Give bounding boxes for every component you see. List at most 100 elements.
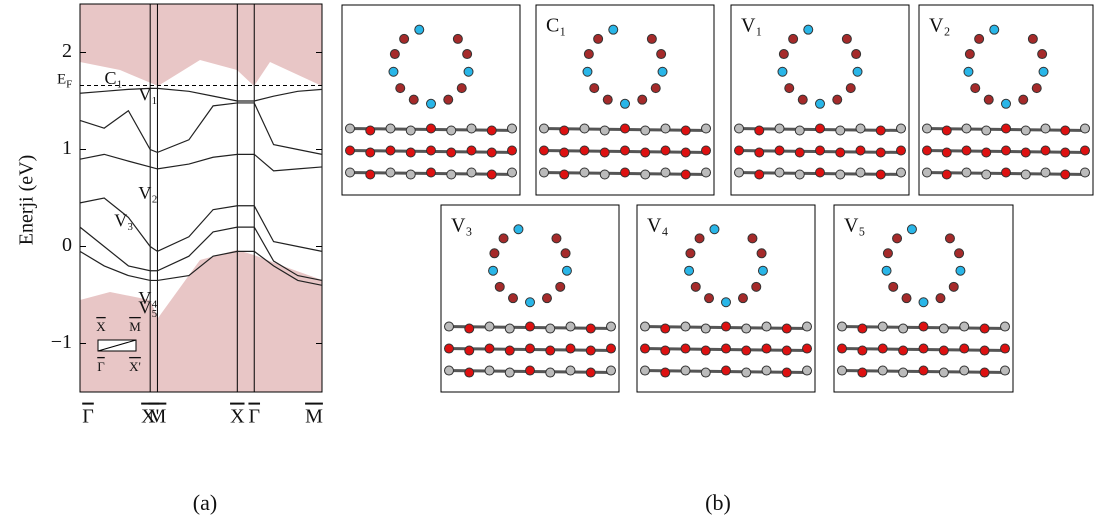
atom: [487, 170, 496, 179]
atom: [1061, 126, 1070, 135]
atom: [942, 126, 951, 135]
atom: [856, 168, 865, 177]
atom: [702, 168, 711, 177]
atom: [907, 225, 916, 234]
atom: [1021, 148, 1030, 157]
atom: [1039, 67, 1048, 76]
atom: [621, 146, 630, 155]
atom: [427, 99, 436, 108]
fermi-label: EF: [57, 72, 72, 90]
atom: [1081, 168, 1090, 177]
atom: [560, 148, 569, 157]
atom: [897, 146, 906, 155]
atom: [804, 25, 813, 34]
atom: [447, 170, 456, 179]
panel-label: V₅: [844, 215, 865, 237]
atom: [556, 282, 565, 291]
atom: [778, 67, 787, 76]
x-tick-label: Γ: [82, 406, 94, 428]
atom: [980, 346, 989, 355]
inset-label: Γ: [97, 359, 105, 374]
panel: V₅: [834, 205, 1013, 392]
atom: [858, 346, 867, 355]
inset-label: X': [129, 359, 141, 374]
atom: [1038, 50, 1047, 59]
atom: [858, 368, 867, 377]
atom: [540, 146, 549, 155]
atom: [738, 294, 747, 303]
atom: [444, 95, 453, 104]
panel: C₁: [536, 5, 714, 195]
atom: [762, 344, 771, 353]
atom: [982, 126, 991, 135]
atom: [742, 324, 751, 333]
atom: [445, 366, 454, 375]
atom: [661, 168, 670, 177]
atom: [586, 346, 595, 355]
atom: [752, 282, 761, 291]
atom: [465, 368, 474, 377]
atom: [878, 322, 887, 331]
atom: [960, 344, 969, 353]
atom: [755, 148, 764, 157]
y-tick-label: 1: [62, 137, 72, 159]
atom: [1041, 168, 1050, 177]
atom: [962, 124, 971, 133]
atom: [1041, 146, 1050, 155]
panel: V₁: [731, 5, 909, 195]
atom: [762, 366, 771, 375]
atom: [876, 126, 885, 135]
atom: [1061, 148, 1070, 157]
panel-label: V₁: [741, 15, 762, 37]
atom: [366, 170, 375, 179]
atom: [406, 148, 415, 157]
atom: [566, 322, 575, 331]
atom: [1041, 124, 1050, 133]
atom: [1002, 99, 1011, 108]
atom: [427, 168, 436, 177]
atom: [686, 249, 695, 258]
atom: [621, 99, 630, 108]
atom: [735, 168, 744, 177]
y-tick-label: 0: [62, 234, 72, 256]
atom: [400, 34, 409, 43]
atom: [1061, 170, 1070, 179]
atom: [389, 67, 398, 76]
atom: [346, 168, 355, 177]
atom: [748, 234, 757, 243]
atom: [681, 366, 690, 375]
x-tick-label: Γ: [248, 406, 260, 428]
y-axis-label: Enerji (eV): [16, 155, 38, 246]
atom: [705, 294, 714, 303]
atom: [775, 124, 784, 133]
atom: [980, 324, 989, 333]
atom: [386, 168, 395, 177]
atom: [641, 126, 650, 135]
atom: [505, 346, 514, 355]
atom: [346, 124, 355, 133]
atom: [883, 249, 892, 258]
atom: [755, 170, 764, 179]
atom: [919, 298, 928, 307]
atom: [956, 266, 965, 275]
atom: [366, 126, 375, 135]
atom: [465, 324, 474, 333]
atom: [1028, 34, 1037, 43]
atom: [415, 25, 424, 34]
atom: [858, 324, 867, 333]
atom: [923, 146, 932, 155]
atom: [960, 322, 969, 331]
atom: [846, 84, 855, 93]
atom: [641, 344, 650, 353]
atom: [722, 322, 731, 331]
atom: [396, 84, 405, 93]
atom: [856, 124, 865, 133]
atom: [583, 67, 592, 76]
band-line: [80, 88, 322, 101]
panel: V₄: [637, 205, 815, 392]
atom: [856, 146, 865, 155]
atom: [651, 84, 660, 93]
atom: [942, 170, 951, 179]
atom: [657, 50, 666, 59]
atom: [836, 126, 845, 135]
